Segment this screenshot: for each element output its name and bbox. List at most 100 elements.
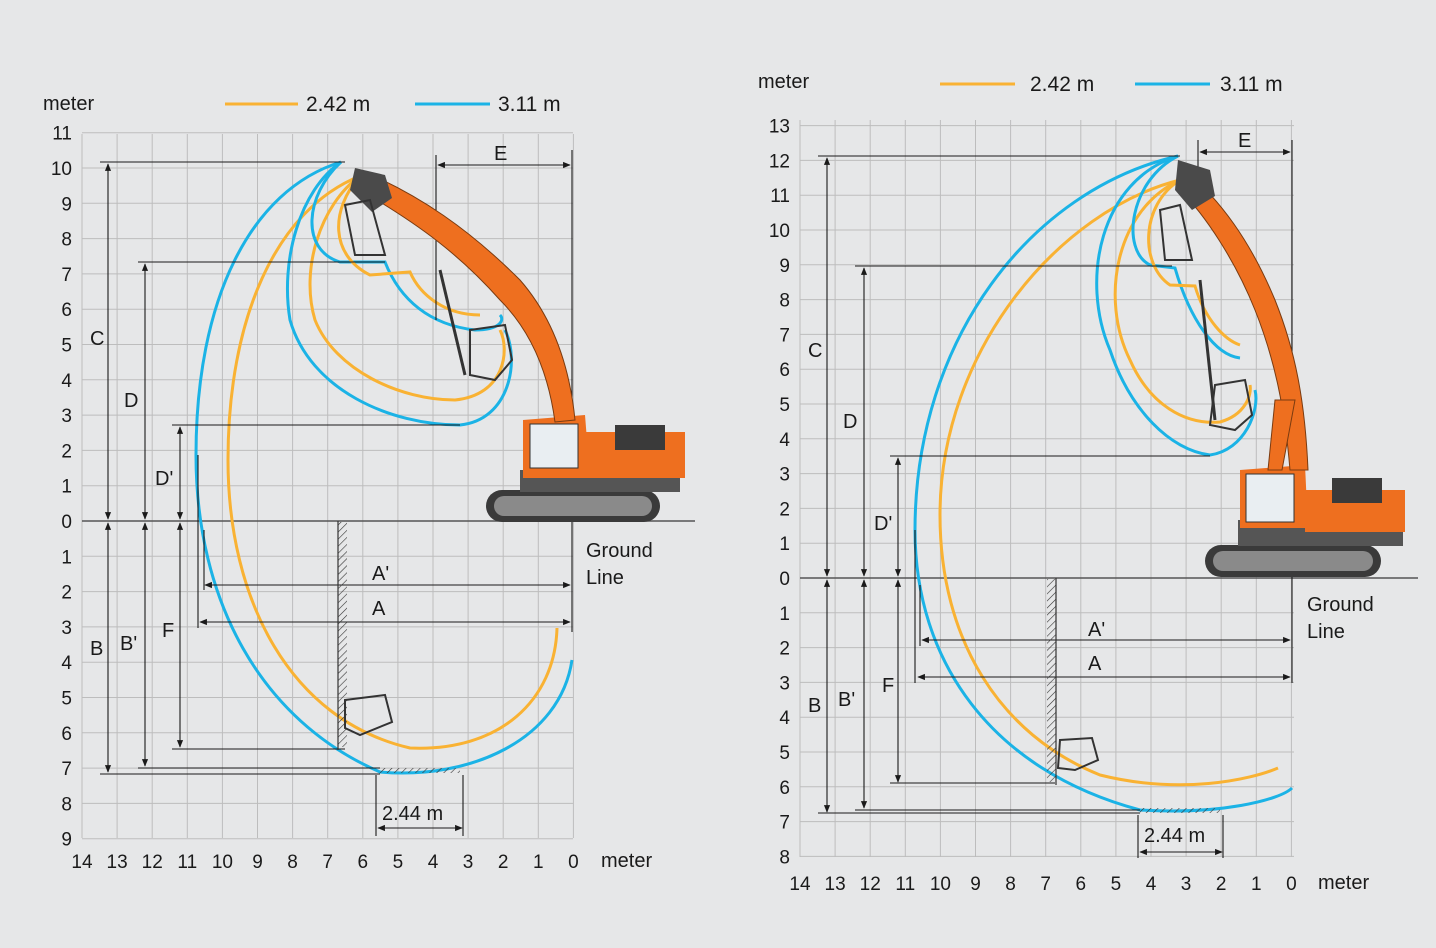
left-x-tick-label: 12 [142, 852, 163, 873]
left-x-tick-label: 5 [393, 852, 404, 873]
left-x-unit-label: meter [601, 850, 652, 872]
left-y-tick-label: 2 [61, 441, 72, 462]
right-y-tick-label: 1 [779, 534, 790, 555]
left-wall-hatch [338, 522, 347, 747]
right-y-tick-label: 9 [779, 256, 790, 277]
left-x-tick-label: 11 [177, 852, 197, 873]
left-bucket-floor-hatch [378, 768, 460, 773]
right-x-unit-label: meter [1318, 872, 1369, 894]
right-y-tick-label: 2 [779, 639, 790, 660]
right-legend-label-2: 3.11 m [1220, 73, 1283, 96]
left-y-tick-label: 4 [61, 653, 72, 674]
left-x-tick-label: 10 [212, 852, 233, 873]
right-y-tick-label: 3 [779, 465, 790, 486]
left-y-tick-label: 2 [61, 583, 72, 604]
right-y-tick-label: 0 [779, 569, 790, 590]
right-x-tick-label: 7 [1040, 874, 1051, 895]
left-y-tick-label: 3 [61, 406, 72, 427]
left-y-unit-label: meter [43, 93, 94, 115]
right-ground-label-2: Line [1307, 621, 1345, 643]
left-y-tick-label: 7 [61, 265, 72, 286]
right-x-tick-label: 3 [1181, 874, 1192, 895]
left-y-tick-label: 6 [61, 300, 72, 321]
left-x-tick-label: 14 [71, 852, 93, 873]
right-excavator-illustration [1056, 160, 1405, 772]
right-y-tick-label: 5 [779, 743, 790, 764]
left-y-tick-label: 8 [61, 230, 72, 251]
right-x-tick-label: 0 [1286, 874, 1297, 895]
right-y-tick-label: 6 [779, 360, 790, 381]
left-curve-2.42-small [337, 175, 481, 317]
left-legend: 2.42 m 3.11 m [225, 93, 561, 116]
right-x-tick-label: 4 [1146, 874, 1157, 895]
left-x-tick-label: 4 [428, 852, 439, 873]
left-dimensions [100, 150, 573, 836]
right-y-tick-label: 11 [770, 186, 790, 207]
right-y-tick-label: 7 [779, 325, 790, 346]
left-y-tick-label: 11 [52, 124, 72, 145]
right-y-tick-label: 10 [769, 221, 790, 242]
right-x-tick-label: 9 [970, 874, 981, 895]
left-x-tick-label: 7 [322, 852, 333, 873]
right-legend: 2.42 m 3.11 m [940, 73, 1283, 96]
right-x-tick-label: 1 [1251, 874, 1262, 895]
right-x-tick-label: 5 [1111, 874, 1122, 895]
left-y-tick-label: 1 [61, 547, 72, 568]
left-y-tick-label: 4 [61, 371, 72, 392]
left-bucket-width-label: 2.44 m [382, 803, 443, 825]
left-y-tick-label: 5 [61, 336, 72, 357]
left-x-tick-label: 3 [463, 852, 474, 873]
right-bucket-floor-hatch [1140, 808, 1220, 813]
left-y-tick-label: 0 [61, 512, 72, 533]
right-x-tick-label: 13 [825, 874, 846, 895]
right-curve-2.42-inner [1113, 178, 1252, 424]
right-x-tick-label: 6 [1076, 874, 1087, 895]
right-x-tick-label: 11 [895, 874, 915, 895]
left-label-e: E [494, 143, 507, 165]
left-ground-label-1: Ground [586, 540, 653, 562]
left-tick-labels: 14 13 12 11 10 9 8 7 6 5 4 3 2 1 001234567891011123456… [51, 124, 579, 873]
right-label-d: D [843, 411, 857, 433]
left-y-tick-label: 5 [61, 689, 72, 710]
right-label-c: C [808, 340, 822, 362]
left-diagram: 2.42 m 3.11 m meter meter 14 13 12 11 10 9 8 7 6… [43, 93, 695, 873]
right-y-unit-label: meter [758, 71, 809, 93]
right-x-tick-label: 10 [930, 874, 951, 895]
left-label-d-prime: D' [155, 468, 173, 490]
right-y-tick-label: 6 [779, 778, 790, 799]
left-label-c: C [90, 328, 104, 350]
right-label-a-prime: A' [1088, 619, 1105, 641]
right-y-tick-label: 4 [779, 430, 790, 451]
left-bucket-bottom-icon [344, 693, 394, 737]
right-curve-3.11-small [1131, 154, 1241, 360]
left-label-b: B [90, 638, 103, 660]
right-x-tick-label: 2 [1216, 874, 1227, 895]
left-y-tick-label: 9 [61, 194, 72, 215]
right-label-b-prime: B' [838, 689, 855, 711]
right-ground-label-1: Ground [1307, 594, 1374, 616]
left-ground-label-2: Line [586, 567, 624, 589]
right-wall-hatch [1047, 579, 1056, 782]
left-legend-label-1: 2.42 m [306, 93, 370, 116]
left-y-tick-label: 1 [61, 477, 72, 498]
left-y-tick-label: 6 [61, 724, 72, 745]
right-y-tick-label: 4 [779, 708, 790, 729]
right-y-tick-label: 12 [769, 151, 790, 172]
left-y-tick-label: 3 [61, 618, 72, 639]
right-grid [799, 120, 1294, 857]
left-x-tick-label: 13 [107, 852, 128, 873]
right-label-b: B [808, 695, 821, 717]
right-y-tick-label: 3 [779, 673, 790, 694]
left-curve-3.11-inner [286, 160, 513, 427]
left-y-tick-label: 7 [61, 759, 72, 780]
left-y-tick-label: 8 [61, 794, 72, 815]
left-label-a: A [372, 598, 386, 620]
right-y-tick-label: 5 [779, 395, 790, 416]
left-label-f: F [162, 620, 174, 642]
right-y-tick-label: 8 [779, 291, 790, 312]
right-label-f: F [882, 675, 894, 697]
right-curve-2.42-outer [938, 178, 1279, 787]
left-label-a-prime: A' [372, 563, 389, 585]
right-dimension-labels: C D D' B B' F A' A E 2.44 m [808, 130, 1251, 847]
right-label-a: A [1088, 653, 1102, 675]
